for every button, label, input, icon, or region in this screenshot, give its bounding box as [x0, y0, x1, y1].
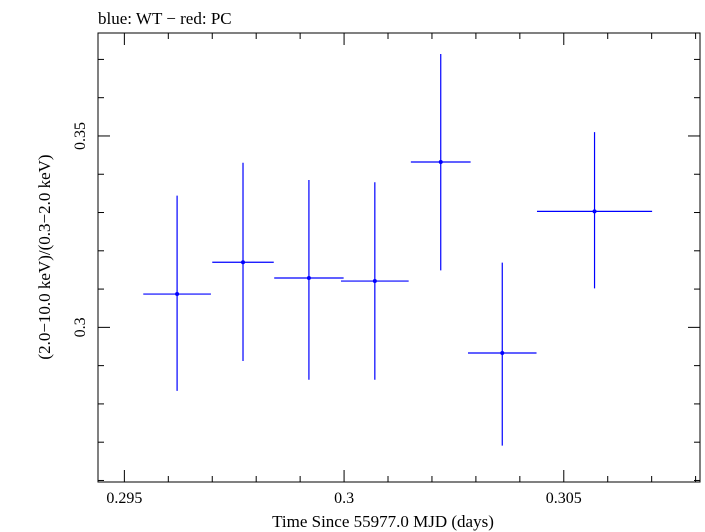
data-marker [175, 292, 180, 297]
data-marker [592, 209, 597, 214]
y-tick-label: 0.3 [72, 317, 89, 337]
data-point [274, 179, 344, 380]
x-tick-label: 0.3 [334, 490, 354, 507]
data-series-wt [143, 54, 653, 446]
x-tick-label: 0.305 [546, 490, 582, 507]
axis-ticks [98, 33, 700, 482]
axis-tick-labels: 0.295 0.3 0.305 0.3 0.35 [72, 122, 582, 507]
data-point [143, 195, 211, 391]
data-point [212, 162, 274, 362]
data-marker [241, 260, 246, 265]
data-marker [500, 351, 505, 356]
data-marker [438, 159, 443, 164]
chart-title: blue: WT − red: PC [98, 9, 232, 28]
data-point [467, 262, 537, 446]
data-marker [372, 279, 377, 284]
x-tick-label: 0.295 [106, 490, 142, 507]
data-point [536, 132, 653, 289]
plot-area [97, 32, 701, 483]
x-axis-label: Time Since 55977.0 MJD (days) [272, 512, 494, 531]
data-point [340, 182, 409, 380]
y-axis-label: (2.0−10.0 keV)/(0.3−2.0 keV) [35, 154, 54, 359]
data-marker [306, 275, 311, 280]
y-tick-label: 0.35 [72, 122, 89, 150]
data-point [410, 54, 471, 271]
